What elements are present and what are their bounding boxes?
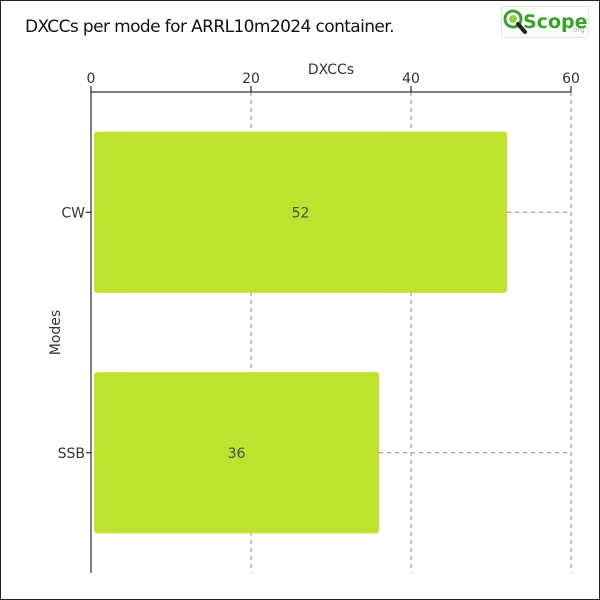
bar-value-label: 36 (228, 446, 246, 462)
x-axis-title: DXCCs (308, 62, 354, 78)
x-tick-label: 0 (87, 71, 96, 87)
labels: 0 20 40 60 52 CW 36 SSB DXCCs Modes (48, 62, 580, 462)
logo-text: Scope (523, 11, 588, 33)
y-tick-label: CW (61, 205, 85, 221)
x-tick-label: 60 (562, 71, 580, 87)
axes (86, 86, 572, 573)
x-tick-label: 20 (242, 71, 260, 87)
y-axis-title: Modes (48, 310, 64, 355)
bars (94, 131, 507, 534)
chart-title: DXCCs per mode for ARRL10m2024 container… (25, 17, 395, 37)
bar-ssb (94, 372, 379, 534)
bar-value-label: 52 (292, 205, 310, 221)
y-tick-label: SSB (58, 446, 85, 462)
bar-cw (94, 131, 507, 293)
qscope-logo: Scope .org (501, 6, 589, 38)
magnifier-q-icon (503, 9, 527, 34)
x-tick-label: 40 (402, 71, 420, 87)
logo-suffix: .org (571, 26, 585, 34)
